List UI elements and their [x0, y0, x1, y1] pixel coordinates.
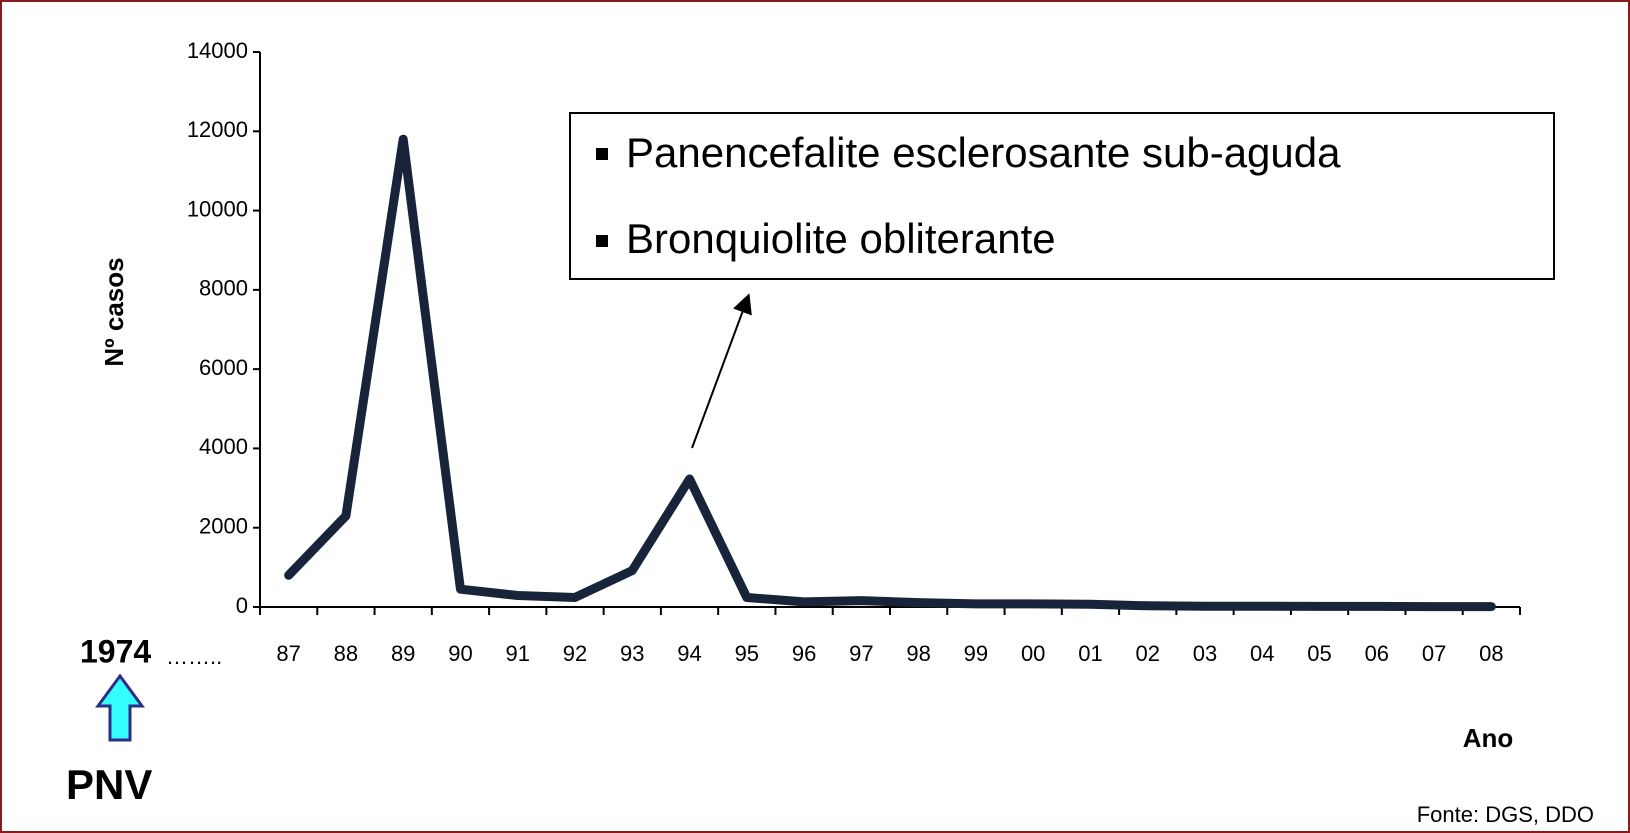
- x-tick-label: 05: [1307, 641, 1331, 666]
- bullet: [596, 235, 608, 247]
- y-axis-label: Nº casos: [99, 257, 129, 366]
- x-axis-label: Ano: [1463, 723, 1514, 753]
- ellipsis: ……..: [166, 644, 222, 669]
- x-tick-label: 03: [1193, 641, 1217, 666]
- pnv-arrow: [95, 673, 145, 742]
- bullet: [596, 148, 608, 160]
- x-tick-label: 97: [849, 641, 873, 666]
- x-tick-label: 93: [620, 641, 644, 666]
- x-tick-label: 92: [563, 641, 587, 666]
- x-tick-label: 99: [964, 641, 988, 666]
- x-tick-label: 89: [391, 641, 415, 666]
- y-tick-label: 8000: [199, 276, 248, 301]
- x-tick-label: 94: [677, 641, 701, 666]
- x-tick-label: 87: [276, 641, 300, 666]
- x-tick-label: 90: [448, 641, 472, 666]
- source: Fonte: DGS, DDO: [1417, 802, 1594, 827]
- x-tick-label: 91: [505, 641, 529, 666]
- start-year: 1974: [80, 633, 151, 669]
- annotation: Bronquiolite obliterante: [626, 215, 1056, 262]
- y-tick-label: 10000: [187, 196, 248, 221]
- annotation-box: [569, 112, 1555, 280]
- x-tick-label: 04: [1250, 641, 1274, 666]
- series-line: [284, 134, 1496, 612]
- y-tick-label: 4000: [199, 434, 248, 459]
- x-tick-label: 96: [792, 641, 816, 666]
- annotation: Panencefalite esclerosante sub-aguda: [626, 129, 1341, 176]
- y-tick-label: 12000: [187, 117, 248, 142]
- x-tick-label: 98: [906, 641, 930, 666]
- y-tick-label: 14000: [187, 38, 248, 63]
- x-tick-label: 02: [1135, 641, 1159, 666]
- x-tick-label: 00: [1021, 641, 1045, 666]
- program-label: PNV: [66, 761, 152, 808]
- annotation-arrow: [691, 293, 752, 449]
- x-tick-label: 88: [334, 641, 358, 666]
- y-tick-label: 6000: [199, 355, 248, 380]
- y-tick-label: 2000: [199, 514, 248, 539]
- x-tick-label: 95: [735, 641, 759, 666]
- y-tick-label: 0: [236, 593, 248, 618]
- x-tick-label: 06: [1365, 641, 1389, 666]
- x-tick-label: 01: [1078, 641, 1102, 666]
- x-tick-label: 08: [1479, 641, 1503, 666]
- x-tick-label: 07: [1422, 641, 1446, 666]
